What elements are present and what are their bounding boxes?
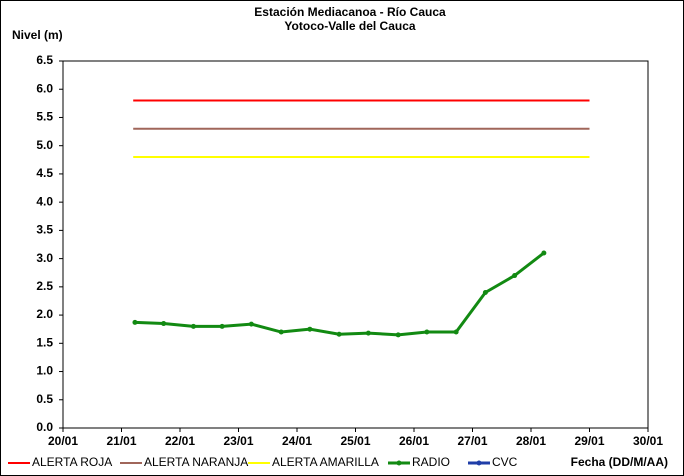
x-tick-label: 26/01 bbox=[399, 434, 429, 448]
series-marker bbox=[336, 331, 342, 337]
series-marker bbox=[248, 321, 254, 327]
x-tick-label: 28/01 bbox=[516, 434, 546, 448]
x-tick-label: 30/01 bbox=[633, 434, 663, 448]
x-tick-label: 21/01 bbox=[106, 434, 136, 448]
series-marker bbox=[482, 289, 488, 295]
y-tick-label: 5.5 bbox=[36, 110, 53, 124]
y-tick-label: 2.5 bbox=[36, 279, 53, 293]
y-tick-label: 1.5 bbox=[36, 335, 53, 349]
x-tick-label: 24/01 bbox=[282, 434, 312, 448]
y-tick-label: 3.0 bbox=[36, 251, 53, 265]
y-tick-label: 0.0 bbox=[36, 420, 53, 434]
legend-label: CVC bbox=[492, 455, 518, 469]
y-tick-label: 1.0 bbox=[36, 364, 53, 378]
x-axis-label: Fecha (DD/M/AA) bbox=[571, 455, 668, 469]
series-marker bbox=[132, 319, 138, 325]
y-tick-label: 5.0 bbox=[36, 138, 53, 152]
x-tick-label: 29/01 bbox=[574, 434, 604, 448]
series-marker bbox=[395, 332, 401, 338]
x-tick-label: 22/01 bbox=[165, 434, 195, 448]
y-tick-label: 6.5 bbox=[36, 53, 53, 67]
series-marker bbox=[278, 329, 284, 335]
chart-title: Estación Mediacanoa - Río Cauca bbox=[254, 5, 446, 19]
series-marker bbox=[219, 323, 225, 329]
legend-marker bbox=[476, 460, 482, 466]
chart-subtitle: Yotoco-Valle del Cauca bbox=[284, 19, 415, 33]
x-tick-label: 25/01 bbox=[340, 434, 370, 448]
series-marker bbox=[161, 321, 167, 327]
series-marker bbox=[512, 273, 518, 279]
x-tick-label: 27/01 bbox=[457, 434, 487, 448]
legend-label: ALERTA AMARILLA bbox=[272, 455, 379, 469]
y-tick-label: 4.5 bbox=[36, 166, 53, 180]
x-tick-label: 20/01 bbox=[48, 434, 78, 448]
y-tick-label: 3.5 bbox=[36, 223, 53, 237]
series-marker bbox=[541, 250, 547, 256]
y-axis-label: Nivel (m) bbox=[12, 28, 63, 42]
series-marker bbox=[424, 329, 430, 335]
series-marker bbox=[453, 329, 459, 335]
legend-marker bbox=[396, 460, 402, 466]
x-tick-label: 23/01 bbox=[223, 434, 253, 448]
y-tick-label: 2.0 bbox=[36, 307, 53, 321]
legend-label: ALERTA ROJA bbox=[32, 455, 112, 469]
plot-area bbox=[62, 60, 649, 429]
series-marker bbox=[307, 326, 313, 332]
series-marker bbox=[190, 323, 196, 329]
series-marker bbox=[365, 330, 371, 336]
y-tick-label: 4.0 bbox=[36, 194, 53, 208]
y-tick-label: 6.0 bbox=[36, 81, 53, 95]
legend-label: RADIO bbox=[412, 455, 450, 469]
legend-label: ALERTA NARANJA bbox=[144, 455, 248, 469]
y-tick-label: 0.5 bbox=[36, 392, 53, 406]
